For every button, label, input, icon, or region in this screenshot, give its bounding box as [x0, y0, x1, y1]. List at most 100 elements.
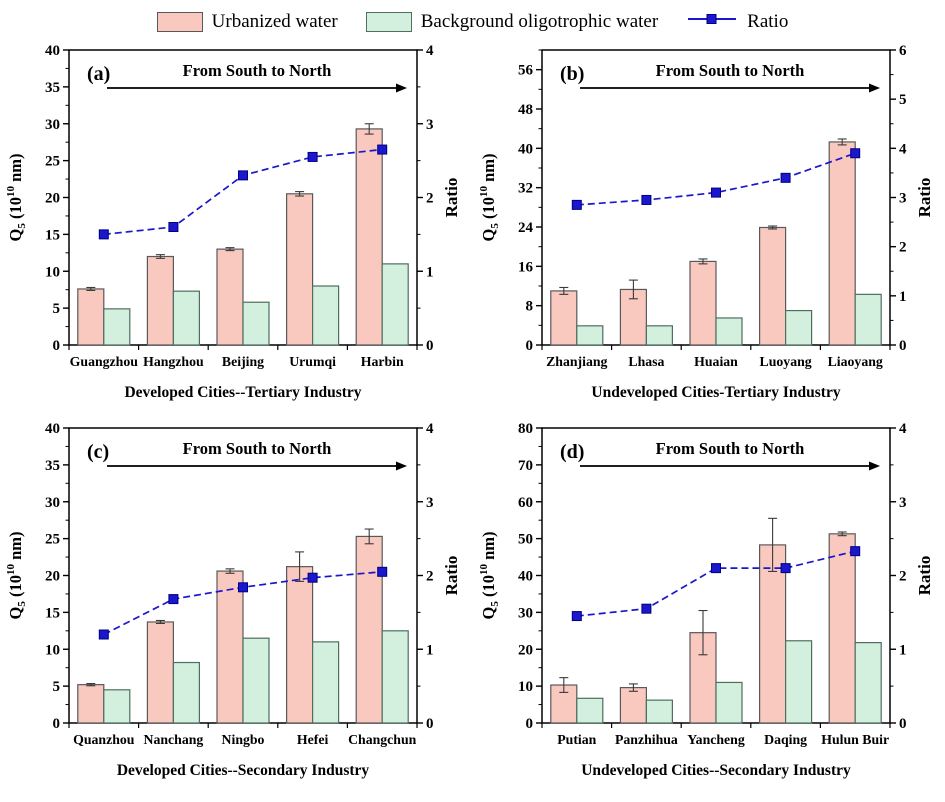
left-axis-tick-label: 30 [45, 495, 60, 511]
y-axis-label-right: Ratio [442, 178, 461, 218]
ratio-marker-3 [780, 172, 791, 183]
right-axis-tick-label: 3 [899, 495, 907, 511]
x-category-label: Hulun Buir [821, 732, 889, 747]
ratio-marker-1 [640, 194, 651, 205]
annotation-south-to-north: From South to North [183, 439, 332, 458]
left-axis-tick-label: 32 [518, 181, 533, 197]
right-axis-tick-label: 1 [426, 264, 434, 280]
y-axis-label-left: Q5 (1010 nm) [478, 531, 501, 619]
left-axis-tick-label: 15 [45, 227, 60, 243]
bar-urbanized-4 [355, 535, 383, 724]
left-axis-tick-label: 56 [518, 63, 534, 79]
ratio-marker-3 [780, 563, 791, 574]
left-axis-tick-label: 15 [45, 605, 60, 621]
left-axis-tick-label: 24 [518, 220, 534, 236]
left-axis-tick-label: 5 [53, 679, 61, 695]
x-category-label: Hangzhou [143, 354, 204, 369]
left-axis-tick-label: 30 [518, 605, 533, 621]
panel-c-chart: 0 5 10 15 20 25 30 35 40 0 1 2 3 4 Quanzhou Nanchang Nin… [5, 421, 461, 779]
ratio-marker-4 [377, 144, 388, 155]
bar-background-4 [381, 630, 409, 724]
x-category-label: Quanzhou [73, 732, 135, 747]
bar-urbanized-0 [77, 288, 105, 346]
bar-background-0 [575, 325, 603, 346]
x-category-label: Hefei [297, 732, 329, 747]
bar-urbanized-0 [77, 684, 105, 724]
urbanized-water-swatch-icon [156, 12, 203, 32]
right-axis-tick-label: 2 [426, 569, 434, 585]
left-axis-tick-label: 0 [53, 338, 61, 354]
panel-label: (d) [560, 441, 584, 463]
right-axis-tick-label: 0 [899, 716, 907, 732]
bar-urbanized-2 [216, 248, 244, 346]
right-axis-tick-label: 4 [426, 421, 434, 437]
ratio-legend-sample [688, 14, 737, 24]
left-axis-tick-label: 20 [518, 642, 533, 658]
bar-background-4 [854, 642, 882, 724]
bar-background-0 [103, 308, 131, 346]
bar-urbanized-3 [758, 226, 786, 346]
bar-background-1 [645, 699, 673, 724]
right-axis-tick-label: 4 [899, 141, 907, 157]
bar-urbanized-0 [549, 290, 577, 346]
bar-background-2 [714, 681, 743, 724]
ratio-marker-4 [377, 566, 388, 577]
panel-label: (c) [87, 441, 109, 463]
right-axis-tick-label: 0 [426, 716, 434, 732]
annotation-south-to-north: From South to North [183, 61, 332, 80]
left-axis-tick-label: 48 [518, 102, 533, 118]
panel-d-chart: 0 10 20 30 40 50 60 70 80 0 1 2 3 4 Putian Panzhihua Yan… [478, 421, 934, 779]
annotation-south-to-north: From South to North [655, 61, 804, 80]
right-axis-tick-label: 5 [899, 92, 907, 108]
annotation-arrow-head-icon [396, 83, 407, 93]
x-category-label: Guangzhou [70, 354, 139, 369]
panel-b: 0 8 16 24 32 40 48 56 0 1 2 3 4 5 6 Zhanjiang Lhasa Huaia… [472, 40, 945, 418]
bar-background-2 [714, 317, 743, 346]
ratio-line [576, 152, 855, 206]
left-axis-tick-label: 8 [525, 299, 533, 315]
annotation-south-to-north: From South to North [655, 439, 804, 458]
bar-background-2 [242, 637, 270, 724]
right-axis-tick-label: 4 [899, 421, 907, 437]
x-category-label: Zhanjiang [546, 354, 607, 369]
bar-urbanized-1 [619, 687, 647, 724]
bar-background-3 [312, 641, 340, 724]
ratio-marker-0 [571, 611, 582, 622]
y-axis-label-left: Q5 (1010 nm) [5, 531, 28, 619]
left-axis-tick-label: 10 [518, 679, 533, 695]
x-category-label: Nanchang [143, 732, 203, 747]
bar-urbanized-3 [758, 544, 786, 724]
panel-d: 0 10 20 30 40 50 60 70 80 0 1 2 3 4 Putian Panzhihua Yan… [472, 418, 945, 796]
ratio-marker-2 [710, 563, 721, 574]
left-axis-tick-label: 5 [53, 301, 61, 317]
subplot-grid: 0 5 10 15 20 25 30 35 40 0 1 2 3 4 Guangzhou Hangzhou Be… [0, 40, 945, 796]
bar-urbanized-3 [286, 566, 314, 724]
left-axis-tick-label: 80 [518, 421, 533, 437]
left-axis-tick-label: 0 [525, 716, 533, 732]
y-axis-label-right: Ratio [442, 556, 461, 596]
x-category-label: Ningbo [222, 732, 265, 747]
bar-urbanized-1 [146, 621, 174, 724]
ratio-line [576, 550, 855, 617]
right-axis-tick-label: 1 [426, 642, 434, 658]
left-axis-tick-label: 60 [518, 495, 533, 511]
left-axis-tick-label: 0 [525, 338, 533, 354]
annotation-arrow-head-icon [396, 461, 407, 471]
ratio-line [103, 148, 383, 236]
left-axis-tick-label: 16 [518, 259, 534, 275]
bar-background-0 [103, 689, 131, 724]
x-category-label: Daqing [764, 732, 807, 747]
panel-label: (a) [87, 63, 110, 85]
x-category-label: Panzhihua [614, 732, 677, 747]
ratio-line-marker-icon [686, 9, 738, 35]
panel-c: 0 5 10 15 20 25 30 35 40 0 1 2 3 4 Quanzhou Nanchang Nin… [0, 418, 472, 796]
ratio-marker-1 [168, 222, 179, 232]
left-axis-tick-label: 30 [45, 117, 60, 133]
x-axis-title: Undeveloped Cities-Tertiary Industry [591, 384, 840, 401]
panel-a-chart: 0 5 10 15 20 25 30 35 40 0 1 2 3 4 Guangzhou Hangzhou Be… [5, 43, 461, 401]
left-axis-tick-label: 40 [45, 421, 60, 437]
bar-urbanized-4 [828, 533, 856, 724]
bar-urbanized-1 [146, 255, 174, 346]
left-axis-tick-label: 35 [45, 80, 60, 96]
left-axis-tick-label: 35 [45, 458, 60, 474]
